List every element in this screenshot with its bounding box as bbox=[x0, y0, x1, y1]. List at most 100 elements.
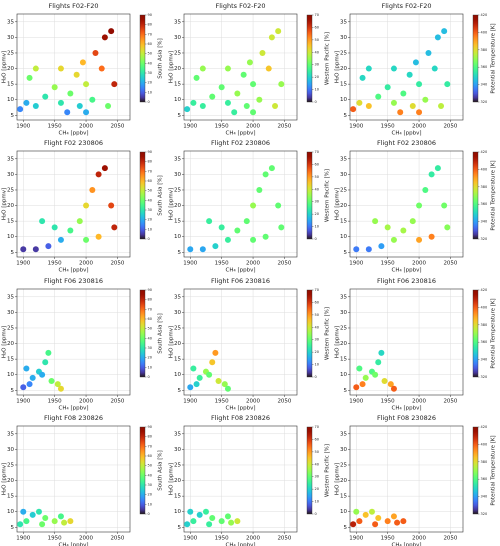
scatter-point bbox=[400, 90, 407, 97]
y-axis-label: H₂O [ppmv] bbox=[335, 463, 341, 495]
scatter-point bbox=[397, 109, 404, 116]
x-tick-label: 1900 bbox=[16, 261, 30, 267]
colorbar-label: Potential Temperature [K] bbox=[491, 23, 497, 93]
y-axis-label: H₂O [ppmv] bbox=[335, 326, 341, 358]
scatter-point bbox=[390, 236, 397, 243]
y-axis-label: H₂O [ppmv] bbox=[2, 463, 8, 495]
colorbar-tick-label: 360 bbox=[481, 340, 488, 344]
scatter-point bbox=[83, 202, 90, 209]
plot-frame bbox=[349, 150, 464, 258]
scatter-point bbox=[51, 84, 58, 91]
scatter-point bbox=[67, 518, 74, 525]
x-tick-label: 2000 bbox=[412, 261, 426, 267]
colorbar-tick-label: 320 bbox=[481, 100, 488, 104]
colorbar-tick-label: 70 bbox=[148, 444, 152, 448]
colorbar-tick-label: 420 bbox=[481, 150, 488, 154]
scatter-point bbox=[272, 102, 279, 109]
scatter-point bbox=[196, 511, 203, 518]
y-axis-label: H₂O [ppmv] bbox=[169, 188, 175, 220]
y-tick-label: 25 bbox=[7, 462, 14, 468]
x-tick-label: 1900 bbox=[349, 536, 363, 542]
y-tick-label: 35 bbox=[174, 294, 181, 300]
y-tick-label: 10 bbox=[7, 97, 14, 103]
y-tick-label: 35 bbox=[7, 294, 14, 300]
y-tick-label: 20 bbox=[7, 478, 14, 484]
x-axis-label: CH₄ [ppbv] bbox=[226, 406, 256, 412]
colorbar-label: South Asia [%] bbox=[158, 175, 164, 216]
scatter-point bbox=[29, 511, 36, 518]
scatter-point bbox=[111, 224, 118, 231]
scatter-point bbox=[353, 384, 360, 391]
scatter-point bbox=[234, 518, 241, 525]
y-tick-label: 5 bbox=[344, 525, 348, 531]
y-tick-label: 30 bbox=[340, 35, 347, 41]
colorbar-tick-label: 340 bbox=[481, 83, 488, 87]
scatter-point bbox=[224, 385, 231, 392]
scatter-point bbox=[92, 49, 99, 56]
y-tick-label: 20 bbox=[7, 203, 14, 209]
scatter-point bbox=[98, 65, 105, 72]
colorbar bbox=[472, 151, 479, 240]
colorbar-tick-label: 10 bbox=[148, 502, 152, 506]
colorbar-tick-label: 10 bbox=[148, 365, 152, 369]
scatter-point bbox=[51, 518, 58, 525]
y-tick-label: 15 bbox=[7, 219, 14, 225]
x-tick-label: 1900 bbox=[183, 536, 197, 542]
x-tick-label: 1950 bbox=[48, 536, 62, 542]
x-tick-label: 1950 bbox=[215, 399, 229, 405]
colorbar-tick-label: 60 bbox=[315, 437, 319, 441]
x-tick-label: 1900 bbox=[183, 399, 197, 405]
scatter-point bbox=[428, 171, 435, 178]
y-tick-label: 10 bbox=[340, 509, 347, 515]
scatter-point bbox=[187, 384, 194, 391]
y-tick-label: 30 bbox=[340, 172, 347, 178]
scatter-point bbox=[202, 508, 209, 515]
scatter-point bbox=[212, 349, 219, 356]
scatter-point bbox=[199, 102, 206, 109]
scatter-point bbox=[89, 186, 96, 193]
scatter-point bbox=[412, 59, 419, 66]
y-tick-label: 20 bbox=[174, 66, 181, 72]
scatter-point bbox=[23, 518, 30, 525]
y-tick-label: 35 bbox=[7, 156, 14, 162]
scatter-point bbox=[64, 109, 71, 116]
y-tick-label: 25 bbox=[174, 50, 181, 56]
scatter-point bbox=[206, 218, 213, 225]
scatter-point bbox=[372, 371, 379, 378]
y-tick-label: 25 bbox=[340, 462, 347, 468]
x-tick-label: 2000 bbox=[79, 399, 93, 405]
colorbar-tick-label: 380 bbox=[481, 460, 488, 464]
colorbar-tick-label: 340 bbox=[481, 495, 488, 499]
scatter-point bbox=[356, 518, 363, 525]
scatter-point bbox=[42, 93, 49, 100]
scatter-point bbox=[378, 349, 385, 356]
x-tick-label: 2050 bbox=[443, 261, 457, 267]
scatter-point bbox=[196, 374, 203, 381]
colorbar-tick-label: 80 bbox=[148, 160, 152, 164]
y-tick-label: 25 bbox=[340, 50, 347, 56]
scatter-point bbox=[39, 521, 46, 528]
colorbar-tick-label: 60 bbox=[315, 300, 319, 304]
colorbar-tick-label: 30 bbox=[315, 338, 319, 342]
scatter-point bbox=[108, 28, 115, 35]
y-axis-label: H₂O [ppmv] bbox=[169, 463, 175, 495]
scatter-point bbox=[372, 218, 379, 225]
scatter-point bbox=[243, 102, 250, 109]
scatter-point bbox=[57, 236, 64, 243]
x-tick-label: 2050 bbox=[443, 124, 457, 130]
scatter-point bbox=[384, 518, 391, 525]
colorbar-tick-label: 420 bbox=[481, 288, 488, 292]
y-tick-label: 10 bbox=[174, 372, 181, 378]
scatter-point bbox=[76, 218, 83, 225]
colorbar-tick-label: 340 bbox=[481, 220, 488, 224]
scatter-point bbox=[268, 34, 275, 41]
colorbar-tick-label: 30 bbox=[148, 208, 152, 212]
colorbar-label: Potential Temperature [K] bbox=[491, 160, 497, 230]
x-tick-label: 1900 bbox=[16, 124, 30, 130]
scatter-point bbox=[384, 84, 391, 91]
colorbar-tick-label: 0 bbox=[148, 375, 150, 379]
scatter-point bbox=[105, 102, 112, 109]
x-tick-label: 1900 bbox=[16, 536, 30, 542]
scatter-point bbox=[353, 246, 360, 253]
panel-title: Flight F08 230826 bbox=[44, 414, 103, 422]
